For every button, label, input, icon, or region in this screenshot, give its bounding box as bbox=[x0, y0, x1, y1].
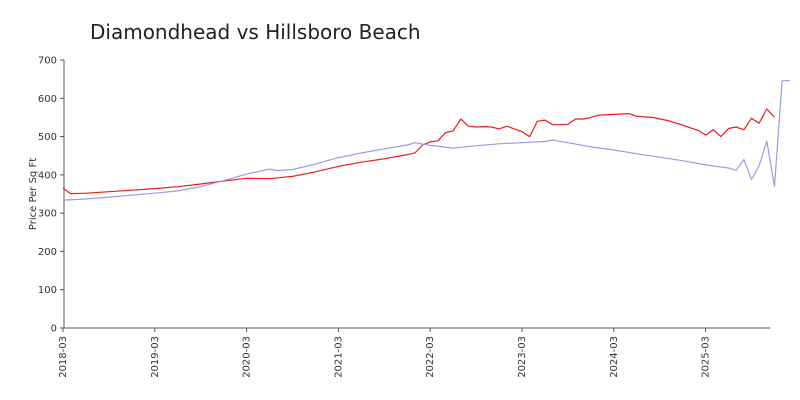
y-axis-label: Price Per Sq Ft bbox=[28, 158, 39, 230]
x-tick-label: 2023-03 bbox=[517, 336, 528, 378]
y-tick-label: 700 bbox=[38, 56, 57, 67]
x-tick-label: 2025-03 bbox=[701, 336, 712, 378]
y-tick-label: 100 bbox=[38, 285, 57, 296]
y-tick-label: 200 bbox=[38, 247, 57, 258]
axes: 0 100 200 300 400 500 600 700 2018-03 2019-03 2020… bbox=[38, 56, 770, 378]
x-tick-label: 2021-03 bbox=[333, 336, 344, 378]
series-line-1 bbox=[62, 108, 775, 195]
y-tick-label: 600 bbox=[38, 94, 57, 105]
y-tick-label: 0 bbox=[51, 324, 57, 335]
y-tick-label: 300 bbox=[38, 209, 57, 220]
x-tick-label: 2020-03 bbox=[242, 336, 253, 378]
y-tick-label: 500 bbox=[38, 132, 57, 143]
plot-area bbox=[62, 80, 790, 201]
series-line-2 bbox=[62, 80, 790, 201]
x-tick-label: 2019-03 bbox=[150, 336, 161, 378]
x-tick-label: 2024-03 bbox=[609, 336, 620, 378]
chart-title: Diamondhead vs Hillsboro Beach bbox=[90, 20, 421, 44]
x-tick-label: 2022-03 bbox=[425, 336, 436, 378]
x-tick-label: 2018-03 bbox=[58, 336, 69, 378]
y-tick-label: 400 bbox=[38, 170, 57, 181]
